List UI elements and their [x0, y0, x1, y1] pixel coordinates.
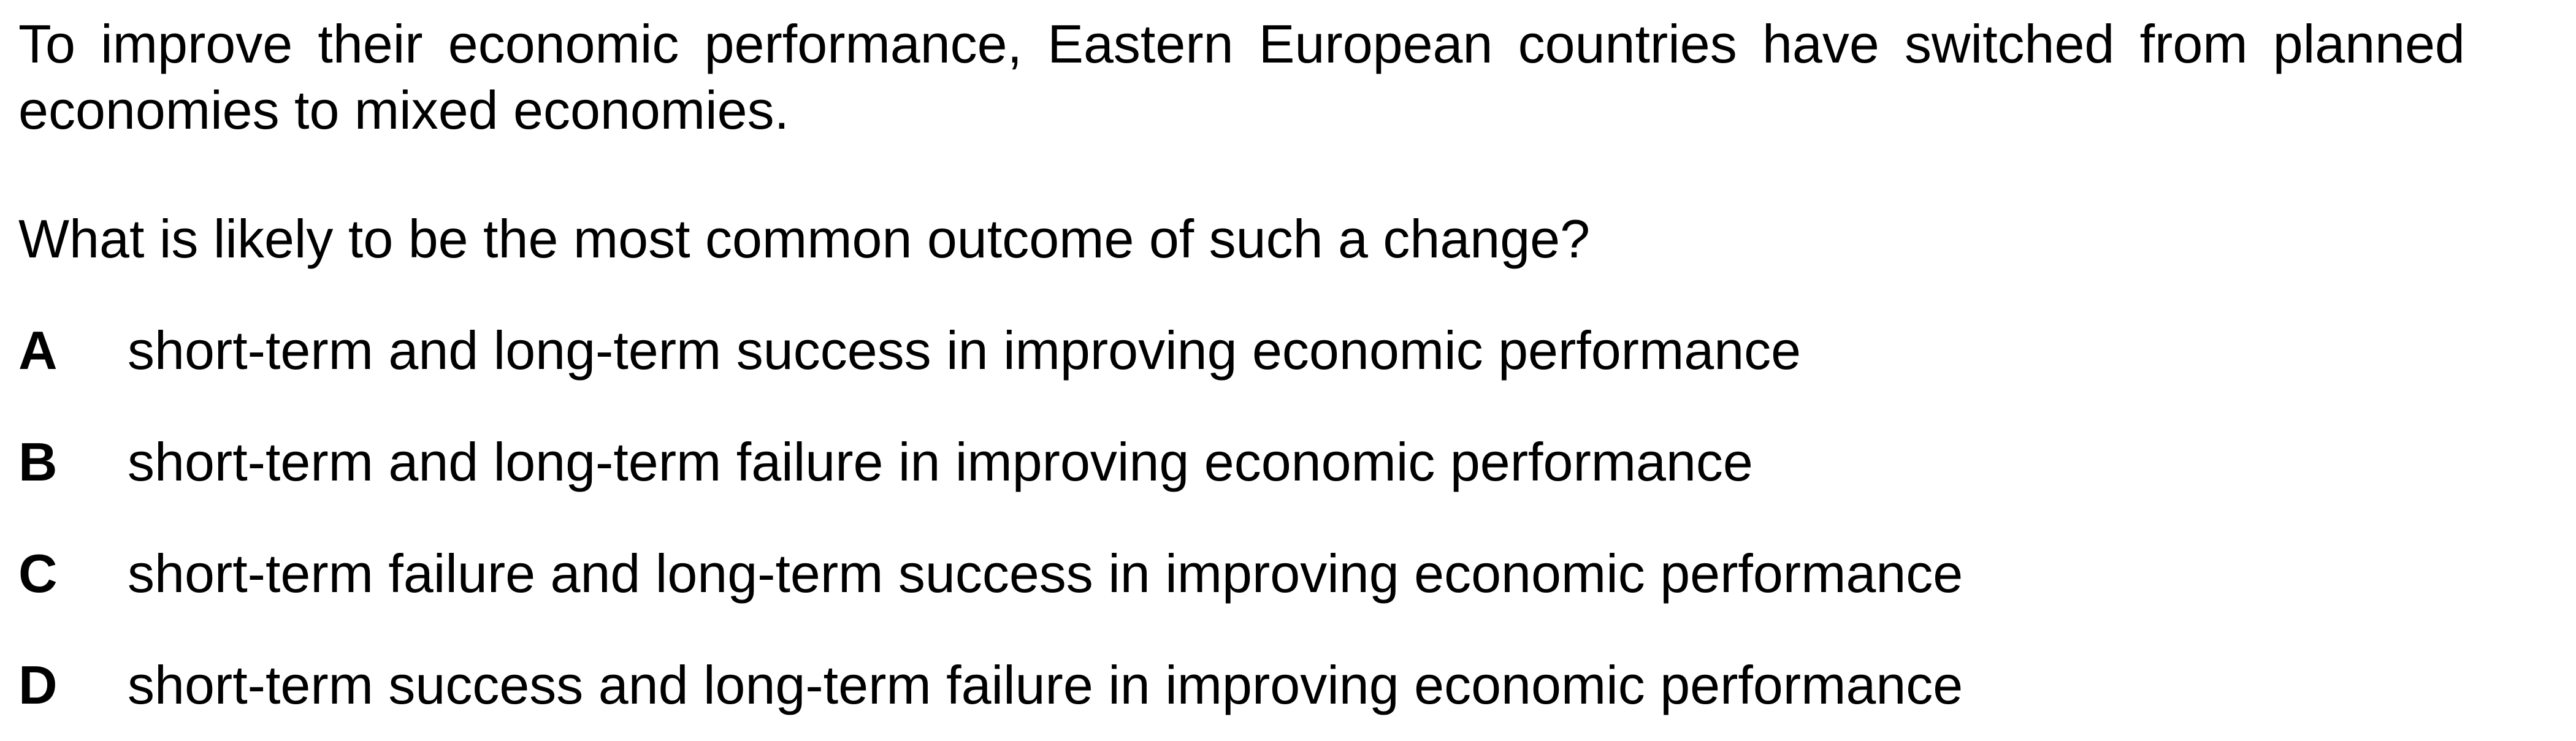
option-text: short-term failure and long-term success… [128, 543, 1963, 604]
option-letter: C [18, 543, 58, 604]
option-text: short-term and long-term success in impr… [128, 320, 1802, 381]
question-prompt: What is likely to be the most common out… [18, 208, 1591, 269]
option-text: short-term and long-term failure in impr… [128, 431, 1753, 492]
question-block: To improve their economic performance, E… [18, 11, 2471, 715]
option-text: short-term success and long-term failure… [128, 655, 1963, 715]
option-letter: D [18, 655, 58, 715]
question-stem: To improve their economic performance, E… [18, 13, 2465, 140]
option-letter: A [18, 320, 58, 381]
option-letter: B [18, 431, 58, 492]
